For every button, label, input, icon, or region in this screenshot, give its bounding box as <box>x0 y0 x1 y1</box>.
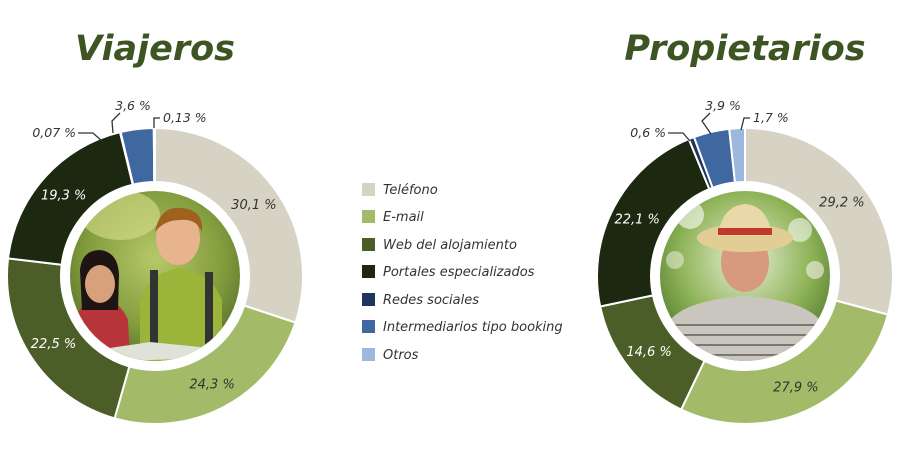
data-label-propietarios-e-mail: 27,9 % <box>773 380 818 395</box>
legend-swatch-redes <box>362 293 375 306</box>
leader-line-propietarios-otros <box>740 117 750 131</box>
legend-label-otros: Otros <box>383 348 419 363</box>
data-label-propietarios-telefono: 29,2 % <box>819 195 864 210</box>
donut-viajeros: 30,1 % 24,3 % 22,5 % 19,3 % 0,07 % 3,6 % 0,13 … <box>6 98 304 425</box>
data-label-viajeros-e-mail: 24,3 % <box>189 377 234 392</box>
legend-swatch-booking <box>362 320 375 333</box>
donut-slice-viajeros-telefono <box>154 126 304 324</box>
data-label-propietarios-otros: 1,7 % <box>753 110 789 125</box>
leader-line-propietarios-redes-sociales <box>668 132 691 142</box>
data-label-propietarios-web-del-alojamiento: 14,6 % <box>626 345 671 360</box>
donut-slice-viajeros-e-mail <box>113 304 297 425</box>
donut-propietarios: 29,2 % 27,9 % 14,6 % 22,1 % 0,6 % 3,9 % 1,7 % <box>596 98 894 425</box>
legend-label-portales: Portales especializados <box>383 265 535 280</box>
data-label-viajeros-redes-sociales: 0,07 % <box>32 125 76 140</box>
young-couple-hiking-photo <box>70 191 240 361</box>
legend-swatch-telefono <box>362 183 375 196</box>
older-man-straw-hat-photo <box>660 191 830 361</box>
legend-swatch-email <box>362 210 375 223</box>
legend-swatch-web <box>362 238 375 251</box>
donut-slice-propietarios-telefono <box>744 126 894 316</box>
leader-line-viajeros-intermediarios-tipo-booking <box>111 112 121 134</box>
legend: Teléfono E-mail Web del alojamiento Port… <box>362 183 563 363</box>
legend-label-email: E-mail <box>383 210 424 225</box>
leader-line-viajeros-redes-sociales <box>78 132 104 143</box>
data-label-propietarios-intermediarios-tipo-booking: 3,9 % <box>705 98 741 113</box>
data-label-propietarios-portales-especializados: 22,1 % <box>614 212 659 227</box>
data-label-viajeros-otros: 0,13 % <box>163 110 207 125</box>
legend-swatch-portales <box>362 265 375 278</box>
data-label-viajeros-telefono: 30,1 % <box>231 198 276 213</box>
data-label-viajeros-web-del-alojamiento: 22,5 % <box>31 337 76 352</box>
chart-title-propietarios: Propietarios <box>624 29 865 69</box>
leader-line-propietarios-intermediarios-tipo-booking <box>701 112 712 135</box>
data-label-propietarios-redes-sociales: 0,6 % <box>630 125 666 140</box>
legend-label-telefono: Teléfono <box>383 183 438 198</box>
legend-label-web: Web del alojamiento <box>383 238 517 253</box>
legend-label-booking: Intermediarios tipo booking <box>383 320 563 335</box>
donut-slice-propietarios-e-mail <box>679 299 890 425</box>
donut-slice-propietarios-otros <box>728 126 746 184</box>
legend-swatch-otros <box>362 348 375 361</box>
legend-label-redes: Redes sociales <box>383 293 479 308</box>
data-label-viajeros-intermediarios-tipo-booking: 3,6 % <box>115 98 151 113</box>
chart-title-viajeros: Viajeros <box>75 29 235 69</box>
leader-line-viajeros-otros <box>153 117 160 128</box>
data-label-viajeros-portales-especializados: 19,3 % <box>41 189 86 204</box>
donut-slice-viajeros-otros <box>152 126 156 184</box>
